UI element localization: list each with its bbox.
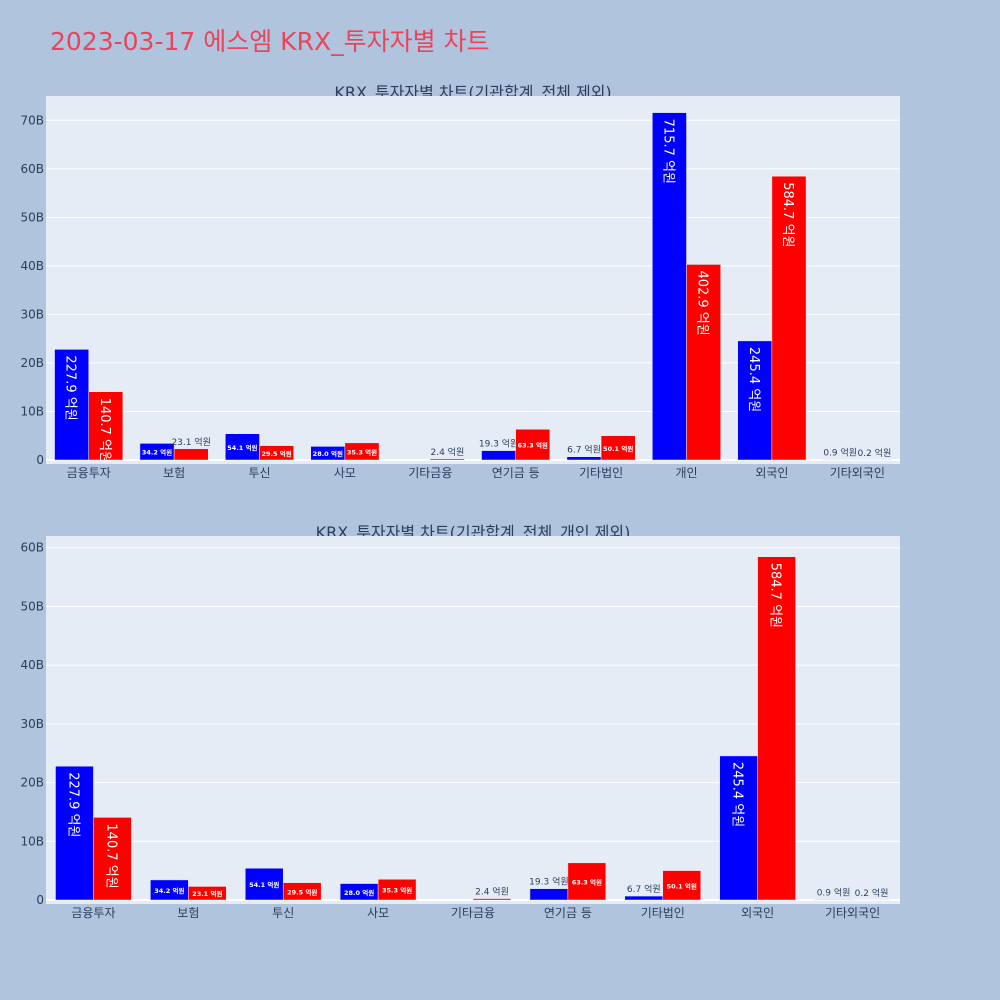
- x-tick-label: 외국인: [755, 466, 788, 480]
- data-label: 54.1 억원: [227, 443, 257, 452]
- y-tick-label: 0: [36, 453, 44, 467]
- x-tick-label: 보험: [163, 466, 185, 480]
- y-tick-label: 70B: [20, 113, 44, 127]
- y-tick-label: 10B: [20, 404, 44, 418]
- y-tick-label: 20B: [20, 356, 44, 370]
- data-label: 34.2 억원: [142, 448, 172, 457]
- buy-bar[interactable]: [54, 349, 89, 461]
- x-tick-label: 기타금융: [408, 466, 452, 480]
- data-label: 63.3 억원: [518, 441, 548, 450]
- sell-bar[interactable]: [600, 435, 636, 461]
- data-label: 28.0 억원: [313, 449, 343, 458]
- x-tick-label: 금융투자: [67, 466, 111, 480]
- x-tick-label: 기타외국인: [830, 466, 885, 480]
- y-tick-label: 50B: [20, 210, 44, 224]
- data-label: 0.2 억원: [858, 447, 892, 459]
- y-tick-label: 40B: [20, 259, 44, 273]
- data-label: 50.1 억원: [603, 444, 633, 453]
- x-tick-label: 개인: [675, 466, 697, 480]
- sell-bar[interactable]: [344, 442, 380, 461]
- x-tick-label: 연기금 등: [492, 466, 540, 480]
- data-label: 402.9 억원: [695, 270, 710, 335]
- sell-bar[interactable]: [173, 448, 209, 461]
- sell-bar[interactable]: [430, 458, 465, 461]
- data-label: 0.9 억원: [823, 447, 857, 459]
- data-label: 245.4 억원: [746, 347, 761, 412]
- sell-bar[interactable]: [686, 264, 721, 461]
- buy-bar[interactable]: [566, 456, 602, 461]
- data-label: 35.3 억원: [347, 447, 377, 456]
- y-tick-label: 60B: [20, 162, 44, 176]
- data-label: 227.9 억원: [63, 355, 78, 420]
- buy-bar[interactable]: [737, 340, 773, 461]
- x-tick-label: 기타법인: [579, 466, 623, 480]
- data-label: 140.7 억원: [97, 398, 112, 463]
- sell-bar[interactable]: [259, 445, 294, 461]
- data-label: 29.5 억원: [261, 449, 291, 458]
- data-label: 23.1 억원: [171, 436, 210, 448]
- sell-bar[interactable]: [515, 429, 551, 461]
- data-label: 584.7 억원: [780, 182, 795, 247]
- data-label: 6.7 억원: [567, 444, 601, 456]
- data-label: 19.3 억원: [479, 438, 518, 450]
- buy-bar[interactable]: [652, 112, 687, 461]
- data-label: 715.7 억원: [660, 119, 675, 184]
- x-tick-label: 사모: [334, 466, 356, 480]
- page-title: 2023-03-17 에스엠 KRX_투자자별 차트: [50, 27, 490, 56]
- data-label: 2.4 억원: [431, 446, 465, 458]
- buy-bar[interactable]: [481, 450, 516, 461]
- sell-bar[interactable]: [88, 391, 124, 461]
- y-tick-label: 30B: [20, 307, 44, 321]
- x-tick-label: 투신: [248, 466, 270, 480]
- sell-bar[interactable]: [771, 175, 807, 461]
